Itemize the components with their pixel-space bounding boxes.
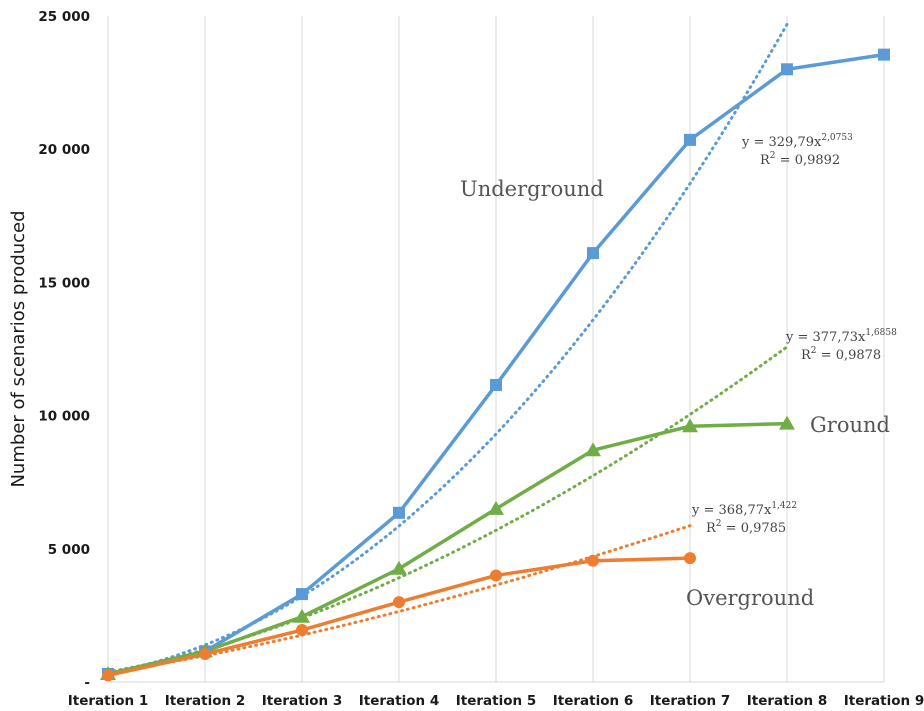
trendline-ground — [106, 345, 789, 674]
x-tick-label: Iteration 4 — [359, 693, 439, 709]
data-point — [587, 247, 599, 260]
data-point — [781, 63, 793, 76]
trendline-equation: y = 377,73x1,6858 — [785, 328, 897, 345]
data-point — [878, 48, 890, 61]
x-tick-label: Iteration 1 — [68, 693, 148, 709]
y-tick-label: 25 000 — [38, 9, 90, 25]
x-tick-label: Iteration 7 — [650, 693, 730, 709]
data-point — [393, 506, 405, 519]
data-point — [682, 418, 698, 433]
trendline-equation: y = 368,77x1,422 — [691, 501, 797, 518]
data-point — [102, 669, 114, 682]
data-point — [296, 624, 308, 637]
data-point — [490, 378, 502, 391]
y-tick-label: 10 000 — [38, 409, 90, 425]
data-point — [490, 569, 502, 582]
y-tick-label: 20 000 — [38, 142, 90, 158]
data-point — [199, 648, 211, 661]
x-tick-label: Iteration 9 — [844, 693, 924, 709]
data-point — [391, 560, 407, 575]
y-axis-label: Number of scenarios produced — [8, 210, 29, 487]
y-tick-label: 5 000 — [48, 542, 90, 558]
series-line-ground — [107, 421, 788, 676]
trendline-r-squared: R2 = 0,9878 — [801, 346, 881, 363]
data-point — [587, 554, 599, 567]
series-label-underground: Underground — [460, 177, 604, 201]
series-label-ground: Ground — [810, 413, 890, 437]
y-tick-label: 15 000 — [38, 275, 90, 291]
y-tick-label: - — [84, 675, 90, 691]
series-markers — [100, 48, 890, 682]
y-axis-ticks: - 5 000 10 000 15 000 20 000 25 000 — [38, 9, 90, 691]
x-tick-label: Iteration 8 — [747, 693, 827, 709]
trendline-equation: y = 329,79x2,0753 — [741, 133, 853, 150]
data-point — [684, 133, 696, 146]
trendlines — [106, 22, 789, 675]
series-labels: Underground Ground Overground — [460, 177, 890, 610]
trendline-r-squared: R2 = 0,9785 — [706, 519, 786, 536]
x-tick-label: Iteration 5 — [456, 693, 536, 709]
x-tick-label: Iteration 3 — [262, 693, 342, 709]
data-point — [296, 588, 308, 601]
x-axis-ticks: Iteration 1 Iteration 2 Iteration 3 Iterati… — [68, 693, 924, 709]
x-tick-label: Iteration 6 — [553, 693, 633, 709]
data-point — [779, 415, 795, 430]
data-point — [393, 596, 405, 609]
data-point — [294, 608, 310, 623]
data-point — [488, 500, 504, 515]
trendline-underground — [106, 22, 789, 675]
x-tick-label: Iteration 2 — [165, 693, 245, 709]
grid-lines — [107, 16, 885, 683]
data-point — [684, 552, 696, 565]
trendline-r-squared: R2 = 0,9892 — [760, 151, 840, 168]
series-label-overground: Overground — [686, 586, 814, 610]
data-point — [585, 442, 601, 457]
